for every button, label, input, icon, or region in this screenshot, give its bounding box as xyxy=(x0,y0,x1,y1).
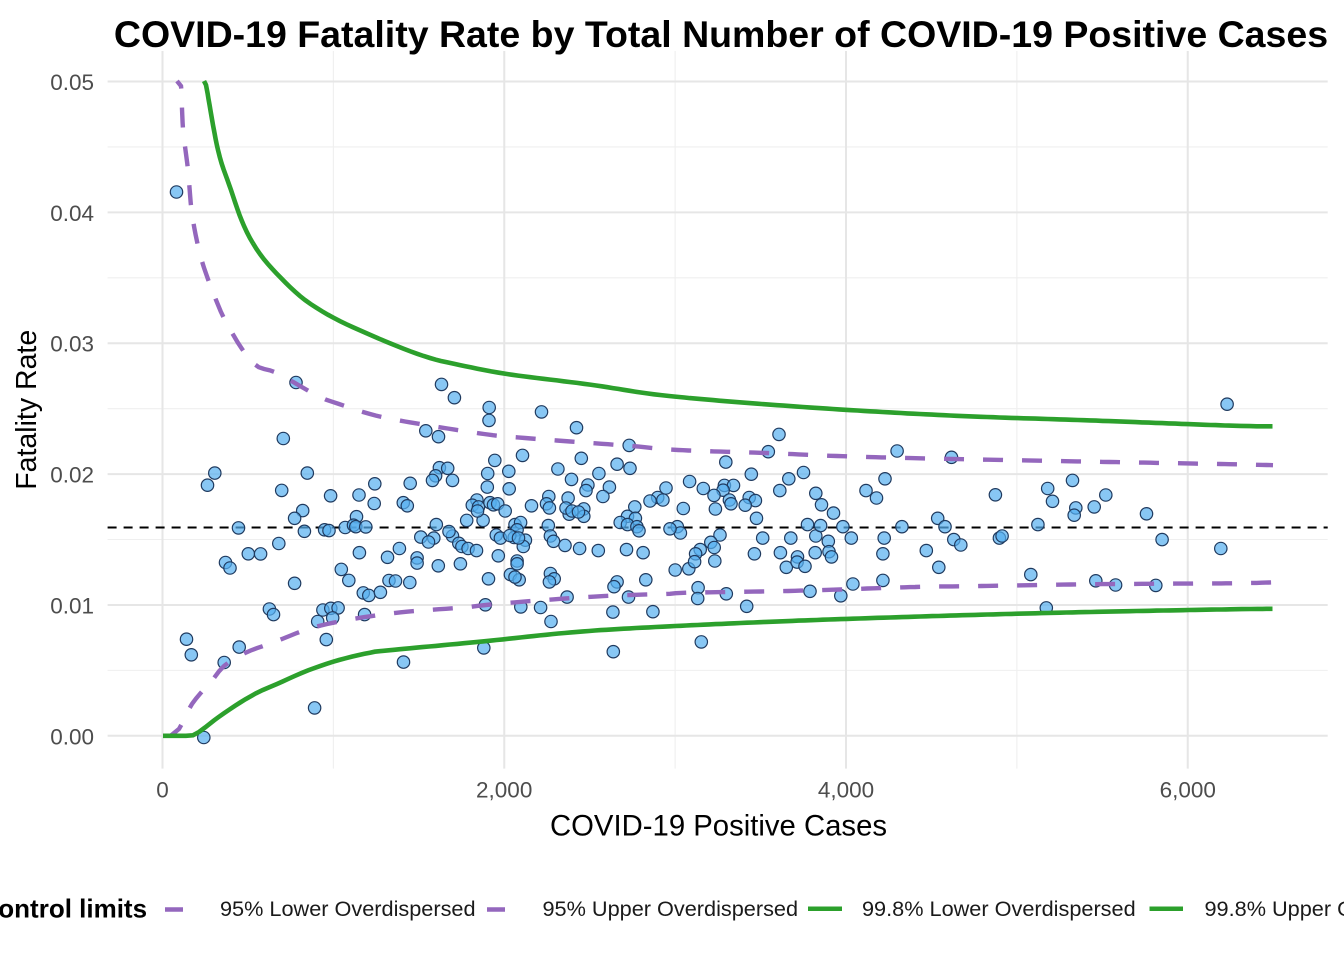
svg-text:Control limits: Control limits xyxy=(0,894,147,924)
svg-text:COVID-19 Positive Cases: COVID-19 Positive Cases xyxy=(550,810,887,843)
svg-text:0.04: 0.04 xyxy=(50,201,94,226)
svg-text:6,000: 6,000 xyxy=(1160,778,1216,803)
svg-text:99.8% Upper Overdispersed: 99.8% Upper Overdispersed xyxy=(1205,896,1344,921)
svg-text:99.8% Lower Overdispersed: 99.8% Lower Overdispersed xyxy=(862,896,1136,921)
svg-text:0.03: 0.03 xyxy=(50,332,94,357)
svg-text:0.00: 0.00 xyxy=(50,724,94,749)
svg-text:0.05: 0.05 xyxy=(50,70,94,95)
svg-text:2,000: 2,000 xyxy=(476,778,532,803)
svg-text:0.01: 0.01 xyxy=(50,593,94,618)
svg-text:0.02: 0.02 xyxy=(50,463,94,488)
svg-text:COVID-19 Fatality Rate by Tota: COVID-19 Fatality Rate by Total Number o… xyxy=(114,13,1328,55)
svg-text:95% Lower Overdispersed: 95% Lower Overdispersed xyxy=(220,896,476,921)
svg-text:0: 0 xyxy=(156,778,169,803)
svg-text:Fatality Rate: Fatality Rate xyxy=(11,330,43,490)
svg-text:95% Upper Overdispersed: 95% Upper Overdispersed xyxy=(543,896,799,921)
svg-text:4,000: 4,000 xyxy=(818,778,874,803)
